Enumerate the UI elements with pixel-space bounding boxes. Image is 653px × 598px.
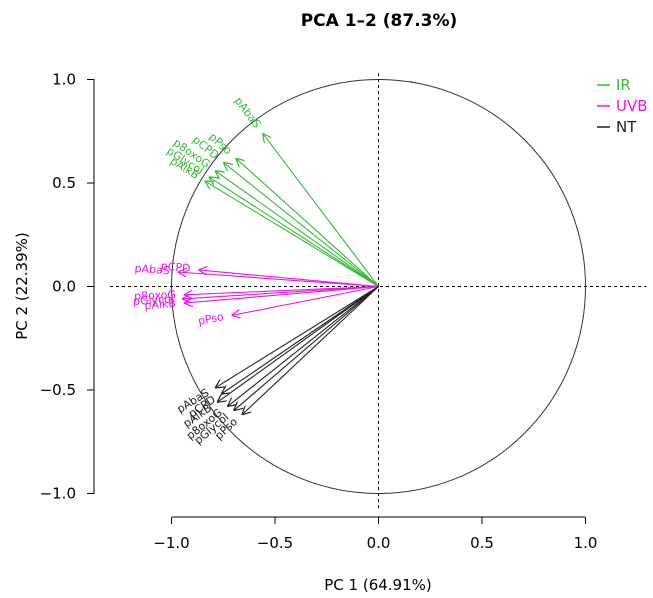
axis-ticks: −1.0 −0.5 0.0 0.5 1.0 1.0 0.5 0.0 −0.5 −1.0 <box>40 71 598 553</box>
vector-nt-ppso <box>242 286 379 415</box>
vector-uvb-ppso <box>232 285 379 316</box>
legend-label-nt: NT <box>616 118 637 136</box>
loading-vectors <box>178 133 379 415</box>
y-tick-label: 0.5 <box>52 174 76 192</box>
vector-uvb-pglycol <box>182 285 379 299</box>
chart-title: PCA 1–2 (87.3%) <box>301 11 458 31</box>
vector-nt-pglycol <box>234 286 379 411</box>
vector-ir-palkb <box>205 181 379 287</box>
legend-label-ir: IR <box>616 76 631 94</box>
vector-nt-pabas <box>215 286 379 388</box>
vector-uvb-palkb <box>184 285 379 304</box>
vector-nt-palkb <box>217 286 379 403</box>
vector-label-uvb-pabas: pAbaS <box>134 262 170 277</box>
x-tick-label: −1.0 <box>153 534 189 552</box>
vector-label-uvb-p8oxog: p8oxoG <box>134 288 176 303</box>
vector-label-uvb-palkb: pAlkB <box>144 297 176 313</box>
vector-uvb-p8oxog <box>184 285 379 295</box>
y-tick-label: −1.0 <box>40 485 76 503</box>
x-tick-label: 0.5 <box>470 534 494 552</box>
vector-ir-pglycol <box>209 177 379 287</box>
vector-label-ir-pabas: pAbaS <box>232 95 264 131</box>
legend-label-uvb: UVB <box>616 97 648 115</box>
vector-nt-p8oxog <box>227 286 379 407</box>
x-tick-label: −0.5 <box>257 534 293 552</box>
legend: IR UVB NT <box>597 76 648 136</box>
vector-nt-pcpd <box>221 286 379 395</box>
y-tick-label: 1.0 <box>52 71 76 89</box>
vector-ir-ppso <box>236 158 379 287</box>
vector-uvb-pcpd <box>198 270 379 288</box>
vector-ir-p8oxog <box>215 171 379 287</box>
y-tick-label: −0.5 <box>40 381 76 399</box>
x-tick-label: 0.0 <box>367 534 391 552</box>
y-axis-title: PC 2 (22.39%) <box>13 232 31 340</box>
vector-uvb-pabas <box>178 272 379 288</box>
vector-label-uvb-pglycol: pGlycol <box>133 292 175 308</box>
vector-ir-pabas <box>263 133 379 287</box>
y-tick-label: 0.0 <box>52 278 76 296</box>
vector-label-uvb-pcpd: pCPD <box>160 259 191 275</box>
vector-ir-pcpd <box>223 162 379 287</box>
x-tick-label: 1.0 <box>574 534 598 552</box>
x-axis-title: PC 1 (64.91%) <box>324 576 432 594</box>
vector-label-uvb-ppso: pPso <box>197 310 225 328</box>
